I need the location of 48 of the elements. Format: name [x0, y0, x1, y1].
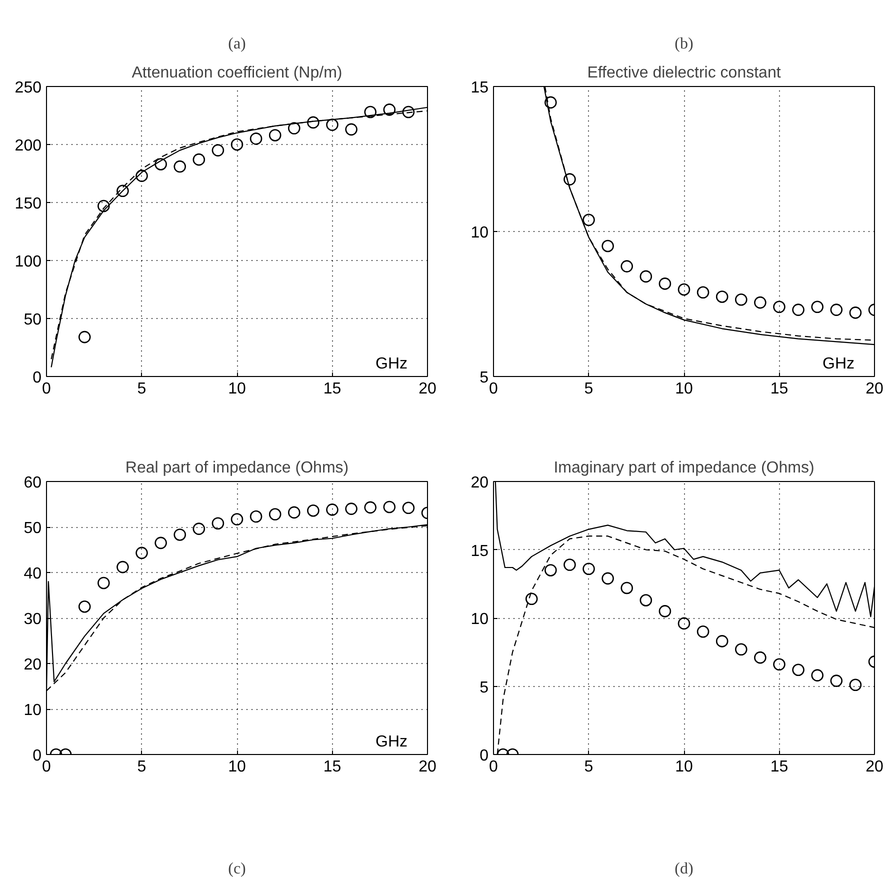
- annotation: GHz: [822, 356, 854, 372]
- annotation: GHz: [376, 356, 408, 372]
- annotation: GHz: [376, 734, 408, 750]
- y-tick-label: 20: [24, 656, 42, 674]
- y-tick-label: 0: [32, 370, 42, 386]
- x-tick-label: 15: [323, 758, 342, 776]
- text: (d): [674, 860, 694, 878]
- x-tick-label: 10: [228, 380, 246, 398]
- x-tick-label: 20: [866, 758, 884, 776]
- y-tick-label: 0: [32, 748, 42, 764]
- y-tick-label: 30: [24, 611, 42, 628]
- x-tick-label: 5: [137, 380, 146, 398]
- x-tick-label: 10: [675, 380, 693, 398]
- y-tick-label: 10: [470, 611, 489, 628]
- chart-title: Attenuation coefficient (Np/m): [132, 64, 342, 82]
- text: (b): [674, 36, 694, 52]
- x-tick-label: 15: [770, 758, 788, 776]
- y-tick-label: 150: [14, 196, 42, 212]
- chart-title: Imaginary part of impedance (Ohms): [554, 460, 814, 476]
- y-tick-label: 5: [480, 679, 489, 696]
- y-tick-label: 40: [24, 566, 42, 582]
- y-tick-label: 0: [480, 748, 489, 764]
- y-tick-label: 10: [24, 702, 42, 719]
- y-tick-label: 20: [470, 474, 489, 492]
- x-tick-label: 5: [137, 758, 146, 776]
- x-tick-label: 15: [770, 380, 788, 398]
- chart-title: Real part of impedance (Ohms): [125, 460, 349, 476]
- y-tick-label: 50: [24, 312, 42, 328]
- chart-title: Effective dielectric constant: [587, 64, 782, 82]
- y-tick-label: 15: [470, 542, 489, 560]
- text: (c): [228, 860, 246, 878]
- y-tick-label: 10: [470, 224, 489, 242]
- y-tick-label: 60: [24, 474, 42, 492]
- x-tick-label: 20: [418, 758, 436, 776]
- x-tick-label: 10: [675, 758, 693, 776]
- x-tick-label: 5: [584, 758, 594, 776]
- y-tick-label: 15: [470, 80, 489, 96]
- x-tick-label: 10: [228, 758, 246, 776]
- x-tick-label: 20: [866, 380, 884, 398]
- y-tick-label: 100: [14, 254, 42, 270]
- y-tick-label: 200: [14, 138, 42, 154]
- y-tick-label: 250: [14, 80, 42, 96]
- y-tick-label: 5: [480, 370, 489, 386]
- y-tick-label: 50: [24, 520, 42, 537]
- x-tick-label: 20: [418, 380, 436, 398]
- x-tick-label: 5: [584, 380, 594, 398]
- x-tick-label: 15: [323, 380, 342, 398]
- text: (a): [228, 36, 246, 52]
